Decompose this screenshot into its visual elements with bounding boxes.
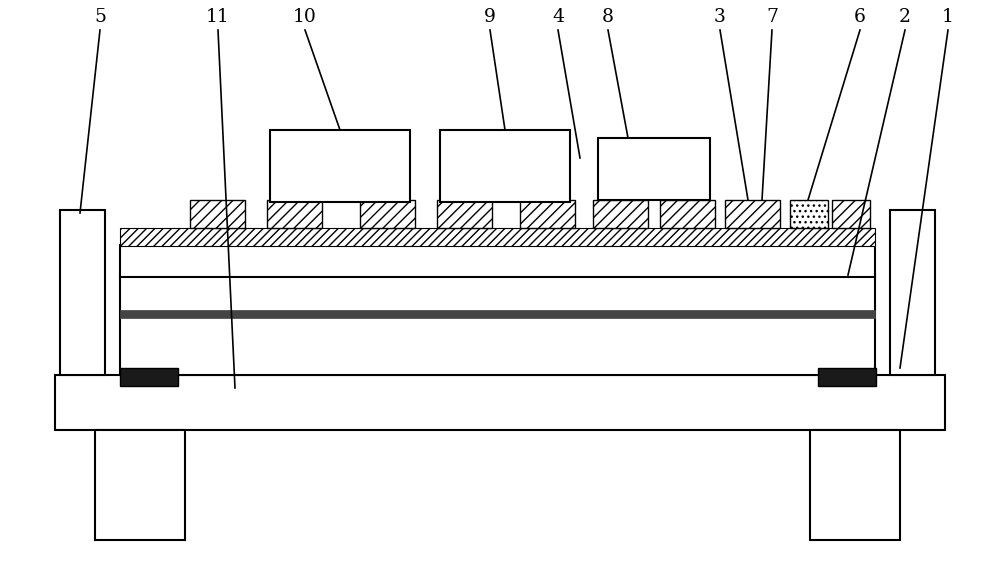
Bar: [520, 200, 575, 228]
Bar: [598, 138, 710, 200]
Text: 5: 5: [94, 8, 106, 26]
Bar: [440, 130, 570, 202]
Bar: [120, 245, 875, 277]
Bar: [190, 200, 245, 228]
Text: 9: 9: [484, 8, 496, 26]
Text: 8: 8: [602, 8, 614, 26]
Bar: [660, 200, 715, 228]
Bar: [120, 368, 178, 386]
Bar: [60, 210, 105, 375]
Bar: [120, 275, 875, 375]
Text: 6: 6: [854, 8, 866, 26]
Bar: [890, 210, 935, 375]
Bar: [832, 200, 870, 228]
Text: 11: 11: [206, 8, 230, 26]
Bar: [818, 368, 876, 386]
Bar: [270, 130, 410, 202]
Bar: [810, 430, 900, 540]
Bar: [725, 200, 780, 228]
Bar: [120, 310, 875, 318]
Bar: [120, 228, 875, 246]
Bar: [267, 200, 322, 228]
Bar: [360, 200, 415, 228]
Bar: [437, 200, 492, 228]
Text: 2: 2: [899, 8, 911, 26]
Bar: [55, 375, 945, 430]
Bar: [95, 430, 185, 540]
Bar: [593, 200, 648, 228]
Text: 3: 3: [714, 8, 726, 26]
Text: 10: 10: [293, 8, 317, 26]
Text: 1: 1: [942, 8, 954, 26]
Text: 7: 7: [766, 8, 778, 26]
Text: 4: 4: [552, 8, 564, 26]
Bar: [790, 200, 828, 228]
